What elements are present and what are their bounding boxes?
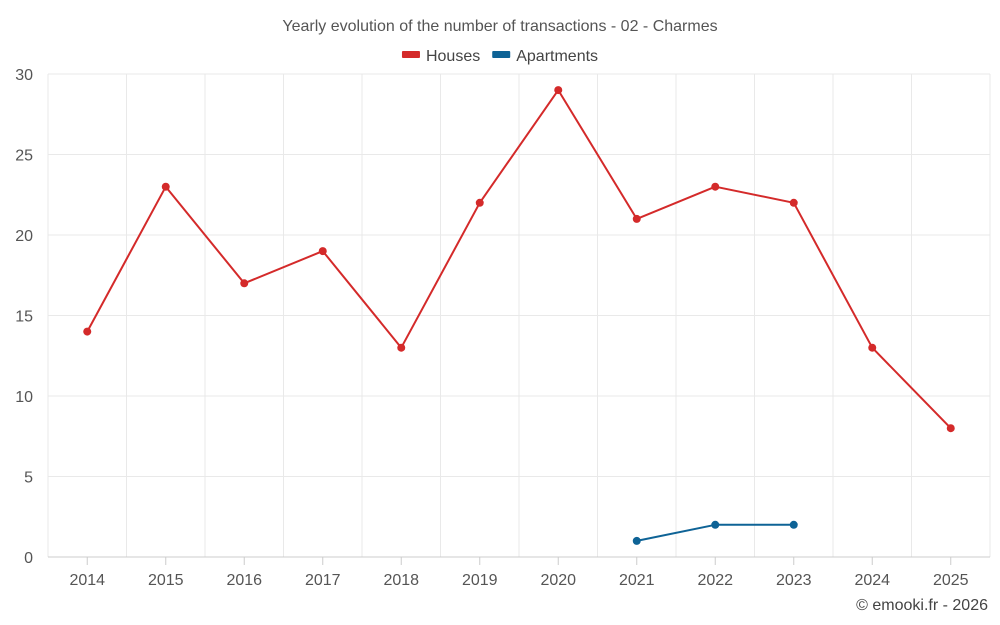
y-tick-label: 10 (15, 389, 33, 406)
data-point[interactable] (83, 327, 92, 336)
y-axis-tick-labels: 0 5 10 15 20 25 30 (15, 67, 33, 567)
x-tick-label: 2025 (933, 572, 969, 589)
data-point[interactable] (789, 520, 798, 529)
y-tick-label: 20 (15, 228, 33, 245)
chart-title: Yearly evolution of the number of transa… (282, 18, 717, 35)
x-tick-label: 2019 (462, 572, 498, 589)
y-tick-label: 25 (15, 148, 33, 165)
x-tick-label: 2024 (854, 572, 890, 589)
legend-item-apartments[interactable]: Apartments (492, 48, 598, 65)
series-layer (83, 86, 955, 545)
y-tick-label: 5 (24, 470, 33, 487)
data-point[interactable] (475, 198, 484, 207)
legend-swatch (492, 51, 511, 58)
data-point[interactable] (632, 214, 641, 223)
data-point[interactable] (397, 343, 406, 352)
x-axis-tick-labels: 2014 2015 2016 2017 2018 2019 2020 2021 2022 2023… (69, 557, 969, 589)
data-point[interactable] (554, 86, 563, 95)
data-point[interactable] (789, 198, 798, 207)
data-point[interactable] (946, 424, 955, 433)
data-point[interactable] (318, 247, 327, 256)
legend-label: Apartments (516, 48, 598, 65)
x-tick-label: 2014 (69, 572, 105, 589)
data-point[interactable] (240, 279, 249, 288)
x-tick-label: 2015 (148, 572, 184, 589)
legend: Houses Apartments (401, 48, 598, 65)
series-houses (83, 86, 955, 433)
data-point[interactable] (711, 520, 720, 529)
legend-item-houses[interactable]: Houses (401, 48, 480, 65)
x-tick-label: 2023 (776, 572, 812, 589)
data-point[interactable] (868, 343, 877, 352)
x-tick-label: 2020 (540, 572, 576, 589)
series-line (86, 89, 952, 430)
x-tick-label: 2021 (619, 572, 655, 589)
y-tick-label: 30 (15, 67, 33, 84)
credit-text: © emooki.fr - 2026 (856, 597, 988, 614)
data-point[interactable] (632, 536, 641, 545)
x-tick-label: 2022 (697, 572, 733, 589)
legend-label: Houses (426, 48, 480, 65)
y-tick-label: 15 (15, 309, 33, 326)
y-tick-label: 0 (24, 550, 33, 567)
data-point[interactable] (161, 182, 170, 191)
x-tick-label: 2016 (226, 572, 262, 589)
series-apartments (632, 520, 798, 545)
data-point[interactable] (711, 182, 720, 191)
legend-swatch (401, 51, 420, 58)
x-tick-label: 2017 (305, 572, 341, 589)
x-tick-label: 2018 (383, 572, 419, 589)
x-gridlines (47, 74, 991, 557)
